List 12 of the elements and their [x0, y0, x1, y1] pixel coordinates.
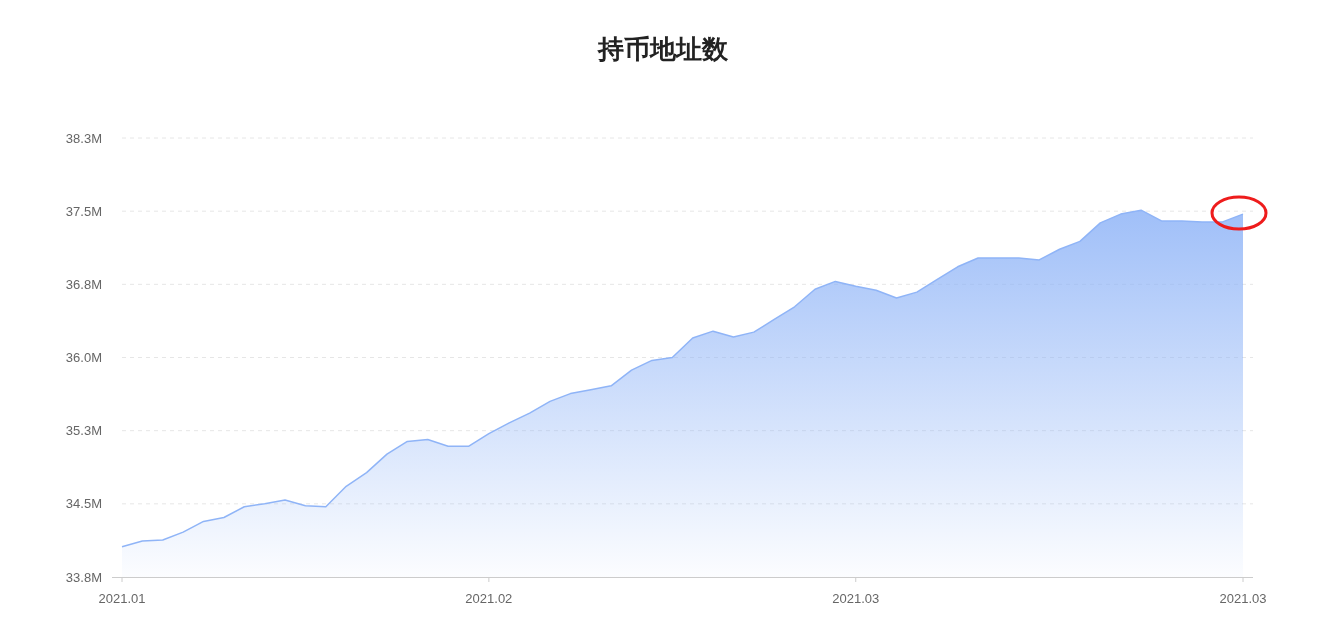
y-tick-label: 36.0M	[65, 350, 102, 365]
y-tick-label: 38.3M	[65, 130, 102, 146]
y-tick-label: 34.5M	[65, 496, 102, 512]
x-tick-label: 2021.03	[832, 591, 880, 606]
y-tick-label: 37.5M	[65, 203, 102, 219]
y-tick-label: 36.8M	[65, 276, 102, 292]
x-tick-label: 2021.01	[98, 591, 146, 606]
y-tick-label: 33.8M	[65, 569, 102, 585]
x-tick-label: 2021.02	[465, 591, 513, 606]
chart-title: 持币地址数	[597, 34, 729, 64]
y-tick-label: 35.3M	[65, 423, 102, 439]
x-tick-label: 2021.03	[1219, 591, 1267, 606]
